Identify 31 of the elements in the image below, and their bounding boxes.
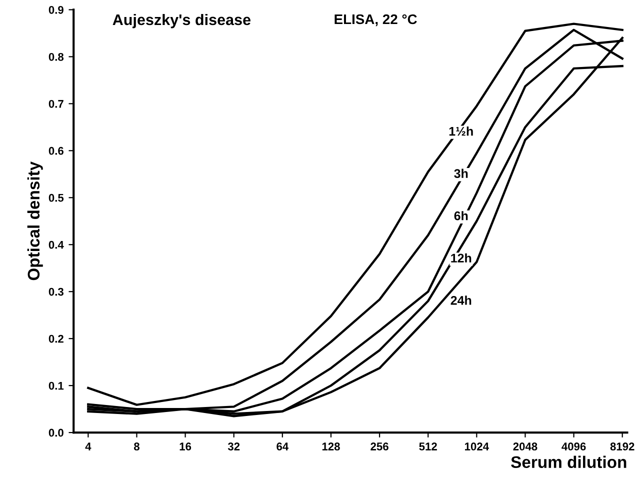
- annotation: 24h: [450, 296, 472, 305]
- y-tick-label: 0.6: [48, 146, 64, 155]
- x-tick-label: 512: [419, 442, 437, 450]
- x-tick-label: 16: [180, 442, 192, 450]
- x-tick-label: 256: [370, 442, 388, 450]
- x-tick-label: 8: [134, 442, 140, 450]
- y-tick-label: 0.2: [48, 334, 64, 343]
- y-tick-label: 0.3: [48, 288, 64, 296]
- y-tick-label: 0.1: [48, 382, 64, 390]
- y-tick-label: 0.9: [48, 6, 64, 14]
- x-tick-label: 32: [228, 442, 240, 450]
- x-tick-label: 64: [276, 442, 289, 450]
- chart-title: Aujeszky's disease: [112, 14, 250, 28]
- annotation: 6h: [454, 211, 468, 220]
- y-tick-label: 0.0: [48, 428, 64, 437]
- x-tick-label: 2048: [513, 442, 538, 450]
- x-tick-label: 8192: [610, 442, 634, 450]
- x-tick-label: 1024: [465, 442, 489, 450]
- y-tick-label: 0.7: [48, 100, 64, 108]
- y-tick-label: 0.5: [48, 194, 64, 202]
- y-axis-title: Optical density: [27, 161, 43, 280]
- chart-subtitle: ELISA, 22 °C: [334, 14, 417, 26]
- x-axis-title: Serum dilution: [511, 456, 626, 468]
- y-tick-label: 0.4: [48, 240, 64, 249]
- x-tick-label: 4096: [562, 442, 586, 450]
- x-tick-label: 128: [322, 442, 340, 450]
- x-tick-label: 4: [85, 442, 92, 450]
- annotation: 12h: [451, 253, 472, 262]
- y-tick-label: 0.8: [48, 52, 64, 61]
- annotation: 1½h: [449, 126, 473, 136]
- annotation: 3h: [454, 168, 468, 178]
